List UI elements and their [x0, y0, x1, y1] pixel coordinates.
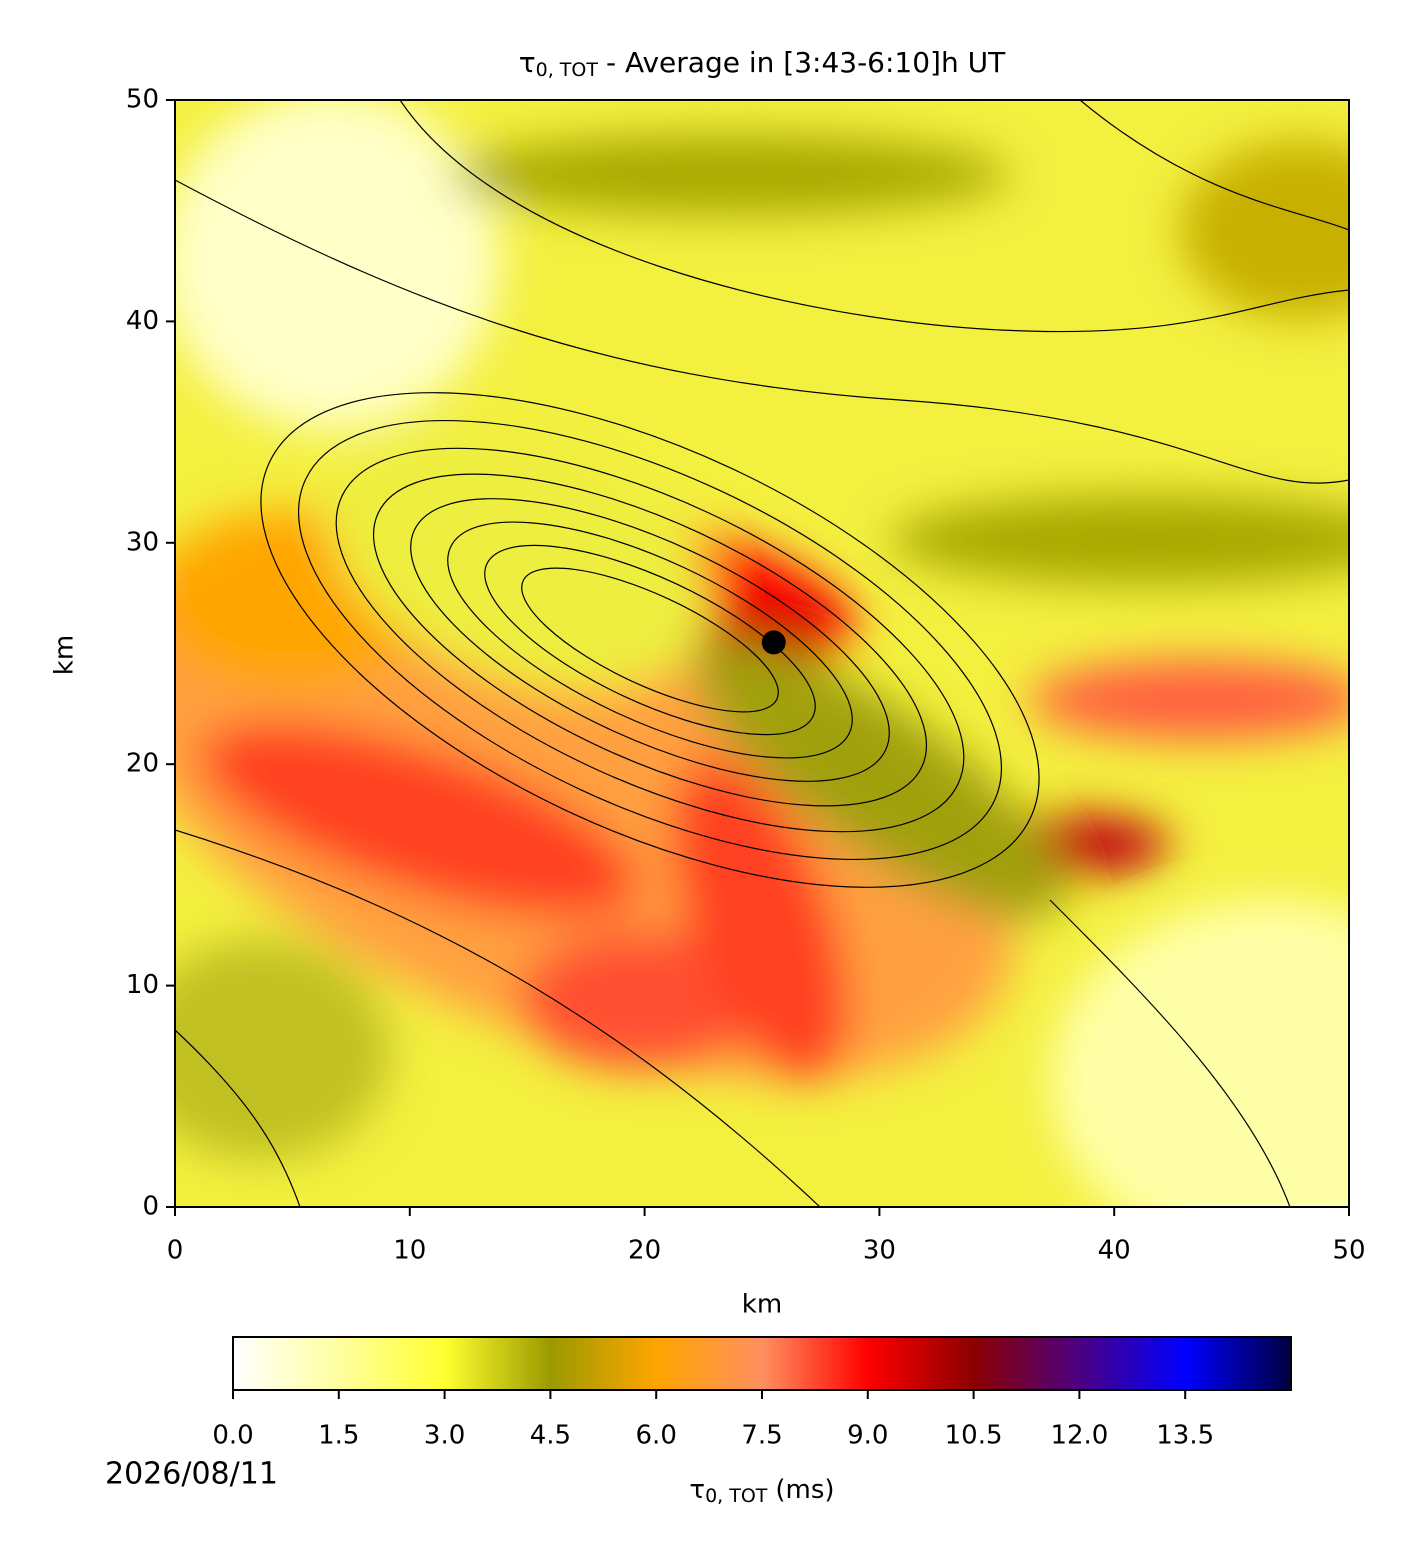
x-tick-label: 50 — [1332, 1236, 1365, 1266]
marker — [761, 630, 786, 655]
colorbar-tick-label: 9.0 — [847, 1421, 888, 1451]
x-tick-label: 20 — [628, 1236, 661, 1266]
y-tick-label: 40 — [126, 306, 159, 336]
y-tick-label: 50 — [126, 85, 159, 115]
field — [175, 100, 1349, 1207]
colorbar-tick-label: 7.5 — [741, 1421, 782, 1451]
y-axis-label: km — [50, 635, 80, 675]
chart-title: τ0, TOT - Average in [3:43-6:10]h UT — [519, 46, 1006, 81]
y-tick-label: 0 — [142, 1192, 159, 1222]
y-tick-label: 30 — [126, 527, 159, 557]
colorbar-tick-label: 13.5 — [1156, 1421, 1214, 1451]
x-tick-label: 0 — [167, 1236, 184, 1266]
colorbar-tick-label: 0.0 — [212, 1421, 253, 1451]
colorbar-tick-label: 1.5 — [318, 1421, 359, 1451]
x-tick-label: 30 — [863, 1236, 896, 1266]
x-tick-label: 40 — [1098, 1236, 1131, 1266]
x-tick-label: 10 — [393, 1236, 426, 1266]
date-label: 2026/08/11 — [105, 1457, 278, 1492]
colorbar-tick-label: 10.5 — [945, 1421, 1003, 1451]
y-tick-label: 10 — [126, 970, 159, 1000]
colorbar — [232, 1336, 1292, 1391]
colorbar-tick-label: 3.0 — [424, 1421, 465, 1451]
colorbar-label: τ0, TOT (ms) — [689, 1475, 834, 1507]
x-axis-label: km — [742, 1290, 782, 1320]
colorbar-tick-label: 4.5 — [530, 1421, 571, 1451]
colorbar-tick-label: 12.0 — [1050, 1421, 1108, 1451]
plot-frame — [174, 99, 1350, 1208]
colorbar-tick-label: 6.0 — [636, 1421, 677, 1451]
y-tick-label: 20 — [126, 749, 159, 779]
